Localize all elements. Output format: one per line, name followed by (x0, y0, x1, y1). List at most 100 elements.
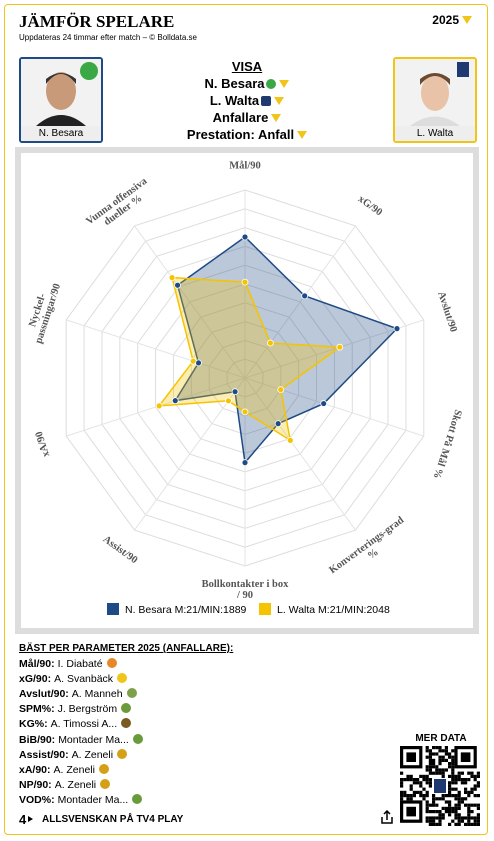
qr-cell (441, 771, 445, 775)
qr-finder (460, 752, 471, 762)
qr-cell (428, 752, 432, 756)
footer-text[interactable]: ALLSVENSKAN PÅ TV4 PLAY (42, 814, 184, 825)
axis-label: Mål/90 (229, 160, 261, 172)
player1: N. Besara (204, 76, 265, 91)
qr-cell (400, 771, 404, 775)
param-label: xA/90: (19, 763, 51, 776)
qr-cell (422, 778, 426, 782)
axis-label: Bollkontakter i box / 90 (201, 579, 289, 601)
qr-cell (444, 752, 448, 756)
qr-cell (448, 752, 452, 756)
qr-cell (428, 758, 432, 762)
qr-cell (467, 822, 471, 826)
share-icon[interactable] (380, 810, 394, 824)
qr-cell (470, 790, 474, 794)
team-badge (98, 763, 109, 774)
position-select[interactable]: Anfallare (150, 110, 344, 125)
series-point (286, 436, 294, 444)
team-badge (132, 793, 143, 804)
qr-cell (435, 768, 439, 772)
qr-cell (406, 794, 410, 798)
series-point (241, 408, 249, 416)
qr-cell (403, 778, 407, 782)
spoke (66, 319, 246, 379)
qr-cell (470, 787, 474, 791)
qr-cell (406, 774, 410, 778)
qr-cell (425, 768, 429, 772)
qr-cell (470, 771, 474, 775)
qr-cell (438, 755, 442, 759)
qr-cell (425, 806, 429, 810)
qr-cell (438, 758, 442, 762)
qr-cell (454, 797, 458, 801)
title: JÄMFÖR SPELARE (19, 12, 175, 31)
player: A. Zeneli (53, 763, 95, 776)
chart-panel (15, 147, 479, 634)
param-label: Avslut/90: (19, 688, 69, 701)
qr-cell (422, 797, 426, 801)
qr-cell (432, 819, 436, 823)
year: 2025 (432, 13, 459, 27)
series-point (155, 402, 163, 410)
qr-cell (412, 794, 416, 798)
qr-cell (454, 794, 458, 798)
qr-finder (454, 746, 477, 769)
qr-cell (425, 749, 429, 753)
qr-cell (473, 778, 477, 782)
player-card[interactable]: L. Walta (393, 57, 477, 143)
year-select[interactable]: 2025 (432, 13, 472, 27)
qr-cell (464, 816, 468, 820)
qr-cell (448, 790, 452, 794)
qr-cell (448, 794, 452, 798)
qr-cell (416, 781, 420, 785)
qr-cell (451, 819, 455, 823)
qr-cell (454, 774, 458, 778)
qr-cell (467, 778, 471, 782)
qr-cell (454, 781, 458, 785)
qr-finder (400, 800, 423, 823)
qr-cell (403, 790, 407, 794)
qr-cell (460, 778, 464, 782)
qr-cell (441, 797, 445, 801)
qr-cell (409, 778, 413, 782)
player2-select[interactable]: L. Walta (150, 93, 344, 108)
qr-cell (470, 822, 474, 826)
qr-code[interactable] (400, 746, 480, 826)
qr-cell (428, 822, 432, 826)
player-card[interactable]: N. Besara (19, 57, 103, 143)
qr-cell (435, 752, 439, 756)
qr-cell (470, 816, 474, 820)
qr-cell (409, 787, 413, 791)
qr-cell (448, 813, 452, 817)
qr-cell (438, 813, 442, 817)
qr-cell (441, 794, 445, 798)
qr-cell (425, 800, 429, 804)
series-point (320, 400, 328, 407)
qr-cell (432, 765, 436, 769)
qr-cell (473, 816, 477, 820)
qr-cell (438, 822, 442, 826)
qr-cell (444, 758, 448, 762)
qr-cell (473, 803, 477, 807)
param-label: xG/90: (19, 673, 52, 686)
qr-cell (467, 810, 471, 814)
player: A. Zeneli (71, 748, 114, 761)
qr-cell (460, 819, 464, 823)
qr-cell (419, 774, 423, 778)
legend-label: N. Besara M:21/MIN:1889 (125, 604, 247, 616)
qr-cell (454, 806, 458, 810)
player1-select[interactable]: N. Besara (150, 76, 344, 91)
logo: 4 (19, 812, 27, 827)
qr-cell (428, 816, 432, 820)
qr-cell (476, 771, 480, 775)
player: A. Timossi A... (50, 718, 118, 731)
qr-cell (470, 810, 474, 814)
spoke (244, 225, 356, 379)
qr-cell (476, 781, 480, 785)
qr-cell (473, 794, 477, 798)
best-row: KG%: A. Timossi A... (19, 718, 132, 731)
qr-cell (406, 797, 410, 801)
qr-cell (422, 774, 426, 778)
qr-cell (419, 781, 423, 785)
metric-select[interactable]: Prestation: Anfall (150, 127, 344, 142)
